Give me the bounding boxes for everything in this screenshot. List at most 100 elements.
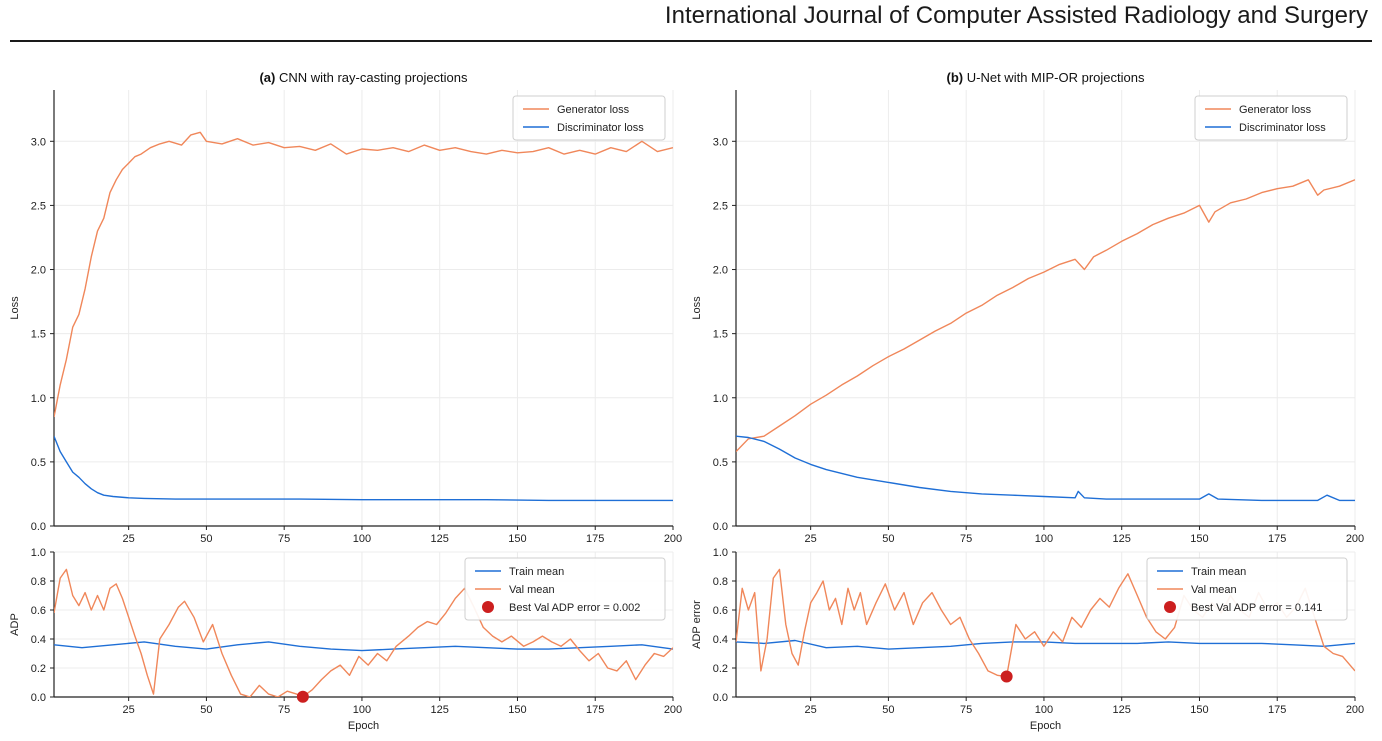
y-tick-label: 0.6 bbox=[713, 605, 728, 617]
x-tick-label: 175 bbox=[586, 704, 604, 716]
y-tick-label: 0.8 bbox=[31, 576, 46, 588]
legend-label: Best Val ADP error = 0.002 bbox=[509, 602, 640, 614]
x-tick-label: 125 bbox=[431, 533, 449, 545]
x-tick-label: 50 bbox=[882, 533, 894, 545]
y-axis-label: Loss bbox=[9, 296, 21, 320]
x-tick-label: 75 bbox=[960, 533, 972, 545]
legend-label: Generator loss bbox=[557, 104, 630, 116]
header-rule bbox=[10, 40, 1372, 42]
legend-label: Train mean bbox=[509, 566, 564, 578]
y-tick-label: 0.0 bbox=[31, 521, 46, 533]
y-tick-label: 1.0 bbox=[713, 547, 728, 559]
chart-title: (a) CNN with ray-casting projections bbox=[259, 70, 468, 85]
legend-box bbox=[1146, 557, 1348, 621]
y-tick-label: 1.0 bbox=[713, 393, 728, 405]
chart-title-text: U-Net with MIP-OR projections bbox=[967, 70, 1145, 85]
x-tick-label: 200 bbox=[1346, 533, 1364, 545]
x-tick-label: 100 bbox=[353, 704, 371, 716]
y-tick-label: 0.4 bbox=[713, 634, 728, 646]
x-tick-label: 75 bbox=[960, 704, 972, 716]
y-tick-label: 0.4 bbox=[31, 634, 46, 646]
chart-a_loss: 25 50 75 100 125 150 175 200 0.0 0.5 1.0 1.5 2.0 2.5 3… bbox=[9, 70, 682, 545]
x-tick-label: 175 bbox=[1268, 533, 1286, 545]
x-tick-label: 50 bbox=[200, 533, 212, 545]
x-tick-label: 75 bbox=[278, 704, 290, 716]
x-tick-label: 200 bbox=[664, 533, 682, 545]
y-tick-label: 0.2 bbox=[713, 663, 728, 675]
y-tick-label: 0.5 bbox=[713, 457, 728, 469]
y-axis-label: Loss bbox=[691, 296, 703, 320]
x-tick-label: 25 bbox=[805, 533, 817, 545]
x-tick-label: 150 bbox=[508, 533, 526, 545]
y-tick-label: 1.5 bbox=[31, 329, 46, 341]
series-line-generator-loss bbox=[736, 179, 1355, 453]
chart-title-panel-letter: (a) bbox=[259, 70, 279, 85]
best-val-marker bbox=[1000, 670, 1013, 683]
x-tick-label: 50 bbox=[200, 704, 212, 716]
series-line-generator-loss bbox=[54, 131, 673, 418]
legend-box bbox=[512, 95, 666, 141]
x-tick-label: 175 bbox=[1268, 704, 1286, 716]
x-tick-label: 175 bbox=[586, 533, 604, 545]
y-tick-label: 2.0 bbox=[31, 265, 46, 277]
y-tick-label: 2.5 bbox=[713, 200, 728, 212]
series-line-train-mean bbox=[54, 641, 673, 652]
x-tick-label: 150 bbox=[508, 704, 526, 716]
chart-b_loss: 25 50 75 100 125 150 175 200 0.0 0.5 1.0 1.5 2.0 2.5 3… bbox=[691, 70, 1364, 545]
y-tick-label: 1.0 bbox=[31, 547, 46, 559]
x-tick-label: 100 bbox=[353, 533, 371, 545]
y-tick-label: 0.0 bbox=[713, 692, 728, 704]
x-tick-label: 75 bbox=[278, 533, 290, 545]
y-axis-label: ADP error bbox=[691, 600, 703, 649]
legend-label: Discriminator loss bbox=[557, 122, 644, 134]
chart-title-text: CNN with ray-casting projections bbox=[279, 70, 468, 85]
x-tick-label: 50 bbox=[882, 704, 894, 716]
chart-title-panel-letter: (b) bbox=[947, 70, 967, 85]
chart-b_adp: 25 50 75 100 125 150 175 200 0.0 0.2 0.4 0.6 0.8 1.0 A… bbox=[691, 547, 1364, 732]
series-line-train-mean bbox=[736, 639, 1355, 650]
x-axis-label: Epoch bbox=[348, 720, 379, 732]
x-tick-label: 200 bbox=[1346, 704, 1364, 716]
x-tick-label: 150 bbox=[1190, 704, 1208, 716]
y-tick-label: 0.0 bbox=[31, 692, 46, 704]
y-tick-label: 2.0 bbox=[713, 265, 728, 277]
journal-header: International Journal of Computer Assist… bbox=[664, 2, 1368, 29]
series-line-discriminator-loss bbox=[736, 435, 1355, 502]
y-tick-label: 0.0 bbox=[713, 521, 728, 533]
legend-label: Best Val ADP error = 0.141 bbox=[1191, 602, 1322, 614]
chart-title: (b) U-Net with MIP-OR projections bbox=[947, 70, 1145, 85]
legend-box bbox=[1194, 95, 1348, 141]
legend-label: Val mean bbox=[1191, 584, 1237, 596]
chart-a_adp: 25 50 75 100 125 150 175 200 0.0 0.2 0.4 0.6 0.8 1.0 A… bbox=[9, 547, 682, 732]
y-axis-label: ADP bbox=[9, 613, 21, 636]
x-axis-label: Epoch bbox=[1030, 720, 1061, 732]
legend-label: Train mean bbox=[1191, 566, 1246, 578]
legend-swatch-dot bbox=[1164, 601, 1176, 613]
x-tick-label: 25 bbox=[123, 704, 135, 716]
y-tick-label: 0.2 bbox=[31, 663, 46, 675]
x-tick-label: 125 bbox=[431, 704, 449, 716]
y-tick-label: 1.0 bbox=[31, 393, 46, 405]
x-tick-label: 200 bbox=[664, 704, 682, 716]
x-tick-label: 25 bbox=[805, 704, 817, 716]
series-line-val-mean bbox=[54, 568, 673, 697]
best-val-marker bbox=[296, 690, 309, 703]
legend-swatch-dot bbox=[482, 601, 494, 613]
x-tick-label: 125 bbox=[1113, 704, 1131, 716]
x-tick-label: 25 bbox=[123, 533, 135, 545]
x-tick-label: 150 bbox=[1190, 533, 1208, 545]
x-tick-label: 100 bbox=[1035, 704, 1053, 716]
y-tick-label: 3.0 bbox=[31, 136, 46, 148]
legend-label: Discriminator loss bbox=[1239, 122, 1326, 134]
y-tick-label: 0.5 bbox=[31, 457, 46, 469]
y-tick-label: 0.6 bbox=[31, 605, 46, 617]
y-tick-label: 2.5 bbox=[31, 200, 46, 212]
legend-label: Generator loss bbox=[1239, 104, 1312, 116]
legend-label: Val mean bbox=[509, 584, 555, 596]
legend-box bbox=[464, 557, 666, 621]
series-line-discriminator-loss bbox=[54, 435, 673, 502]
y-tick-label: 0.8 bbox=[713, 576, 728, 588]
x-tick-label: 125 bbox=[1113, 533, 1131, 545]
x-tick-label: 100 bbox=[1035, 533, 1053, 545]
